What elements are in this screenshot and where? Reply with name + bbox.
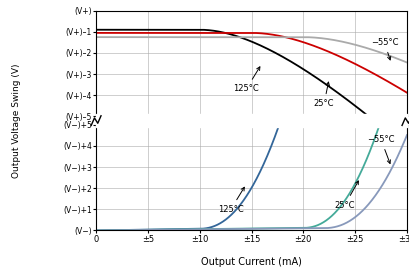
Text: 125°C: 125°C bbox=[218, 187, 244, 214]
Text: −55°C: −55°C bbox=[367, 135, 395, 163]
Text: 25°C: 25°C bbox=[335, 181, 358, 210]
Text: Output Current (mA): Output Current (mA) bbox=[201, 257, 302, 267]
Text: 25°C: 25°C bbox=[314, 82, 334, 108]
Text: −55°C: −55°C bbox=[371, 38, 398, 60]
Text: 125°C: 125°C bbox=[234, 67, 260, 94]
Text: Output Voltage Swing (V): Output Voltage Swing (V) bbox=[12, 63, 21, 178]
